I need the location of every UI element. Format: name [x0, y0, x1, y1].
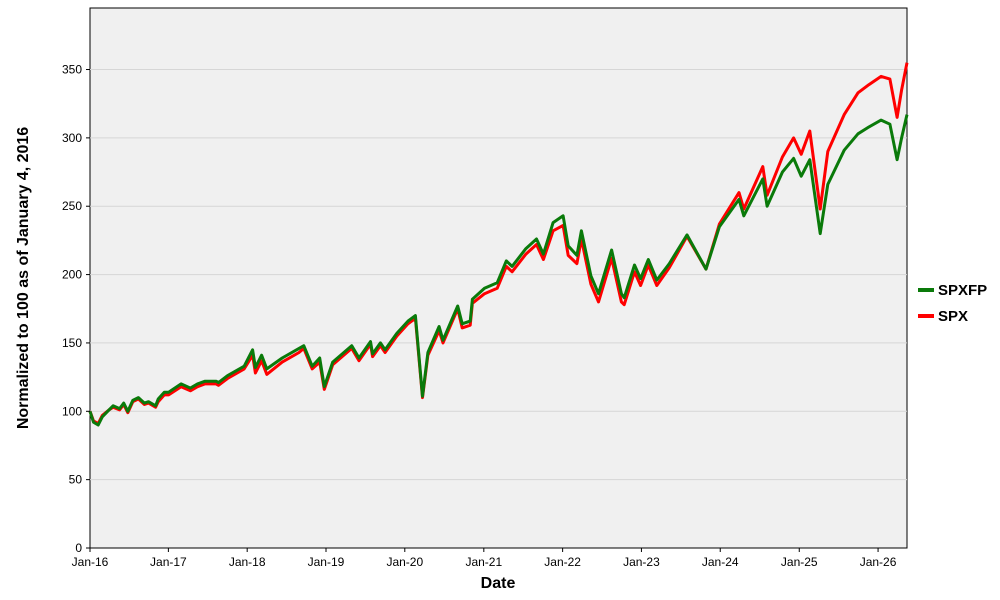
x-tick-label: Jan-18 [229, 555, 266, 569]
y-axis: 0 50 100 150 200 250 300 350 [62, 63, 90, 555]
gridlines [90, 69, 907, 481]
x-tick-label: Jan-21 [465, 555, 502, 569]
x-tick-label: Jan-16 [72, 555, 109, 569]
x-tick-label: Jan-23 [623, 555, 660, 569]
x-tick-label: Jan-19 [308, 555, 345, 569]
x-tick-label: Jan-20 [386, 555, 423, 569]
y-tick-label: 200 [62, 268, 82, 282]
legend: SPXFP SPX [918, 282, 987, 325]
x-axis: Jan-16 Jan-17 Jan-18 Jan-19 Jan-20 Jan-21 Jan-… [72, 548, 897, 569]
x-axis-title: Date [481, 575, 516, 592]
x-tick-label: Jan-22 [544, 555, 581, 569]
y-tick-label: 150 [62, 336, 82, 350]
y-tick-label: 350 [62, 63, 82, 77]
x-tick-label: Jan-25 [781, 555, 818, 569]
y-tick-label: 0 [75, 541, 82, 555]
x-tick-label: Jan-17 [150, 555, 187, 569]
legend-label-spxfp: SPXFP [938, 282, 987, 299]
series-line-spxfp [88, 114, 909, 427]
x-tick-label: Jan-26 [860, 555, 897, 569]
y-tick-label: 250 [62, 199, 82, 213]
series-layer [88, 62, 909, 427]
y-tick-label: 100 [62, 404, 82, 418]
y-axis-title: Normalized to 100 as of January 4, 2016 [15, 127, 32, 429]
y-tick-label: 300 [62, 131, 82, 145]
legend-label-spx: SPX [938, 308, 968, 325]
y-tick-label: 50 [69, 473, 83, 487]
x-tick-label: Jan-24 [702, 555, 739, 569]
